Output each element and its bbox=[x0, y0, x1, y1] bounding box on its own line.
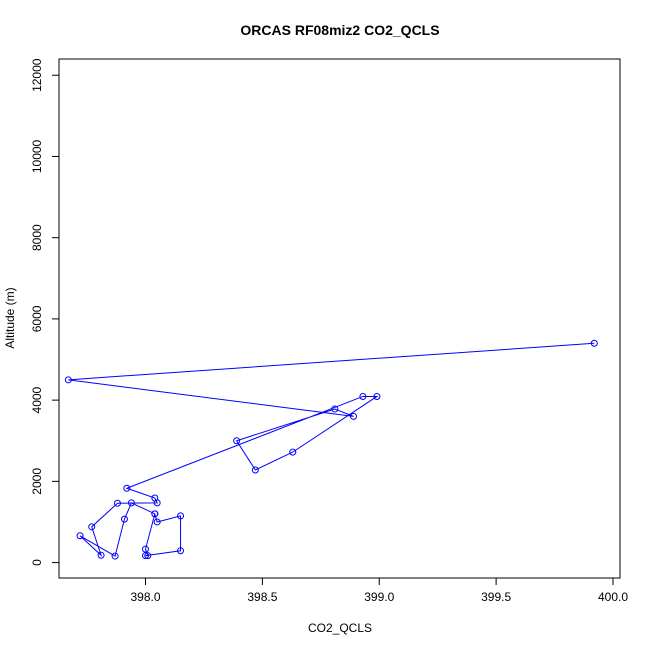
data-point bbox=[113, 499, 121, 507]
y-axis: 0 2000 4000 6000 8000 10000 12000 bbox=[30, 58, 59, 566]
data-point bbox=[97, 551, 105, 559]
data-point bbox=[76, 532, 84, 540]
data-point bbox=[64, 376, 72, 384]
data-point bbox=[144, 552, 152, 560]
data-point bbox=[177, 512, 185, 520]
data-point bbox=[289, 448, 297, 456]
x-axis-label: CO2_QCLS bbox=[308, 621, 372, 635]
data-series bbox=[64, 339, 598, 560]
data-point bbox=[88, 523, 96, 531]
data-point bbox=[359, 392, 367, 400]
x-tick-label: 399.0 bbox=[364, 590, 394, 604]
data-point bbox=[120, 515, 128, 523]
x-tick-label: 398.0 bbox=[130, 590, 160, 604]
data-point bbox=[127, 499, 135, 507]
data-point bbox=[123, 484, 131, 492]
y-axis-label: Altitude (m) bbox=[3, 287, 17, 348]
y-tick-label: 6000 bbox=[30, 305, 44, 332]
data-point bbox=[153, 499, 161, 507]
data-point bbox=[373, 392, 381, 400]
y-tick-label: 10000 bbox=[30, 139, 44, 173]
data-point bbox=[153, 518, 161, 526]
y-tick-label: 12000 bbox=[30, 58, 44, 92]
data-point bbox=[111, 552, 119, 560]
data-point bbox=[350, 412, 358, 420]
x-tick-label: 398.5 bbox=[247, 590, 277, 604]
y-tick-label: 0 bbox=[30, 559, 44, 566]
plot-frame bbox=[58, 58, 621, 579]
chart-title: ORCAS RF08miz2 CO2_QCLS bbox=[240, 22, 439, 38]
series-line bbox=[68, 342, 595, 557]
x-tick-label: 399.5 bbox=[481, 590, 511, 604]
y-tick-label: 8000 bbox=[30, 224, 44, 251]
data-point bbox=[331, 405, 339, 413]
data-point bbox=[590, 339, 598, 347]
x-tick-label: 400.0 bbox=[598, 590, 628, 604]
data-point bbox=[233, 437, 241, 445]
data-point bbox=[151, 510, 159, 518]
x-axis: 398.0 398.5 399.0 399.5 400.0 bbox=[130, 578, 628, 604]
y-tick-label: 2000 bbox=[30, 468, 44, 495]
y-tick-label: 4000 bbox=[30, 386, 44, 413]
data-point bbox=[177, 547, 185, 555]
data-point bbox=[251, 466, 259, 474]
data-point bbox=[141, 545, 149, 553]
